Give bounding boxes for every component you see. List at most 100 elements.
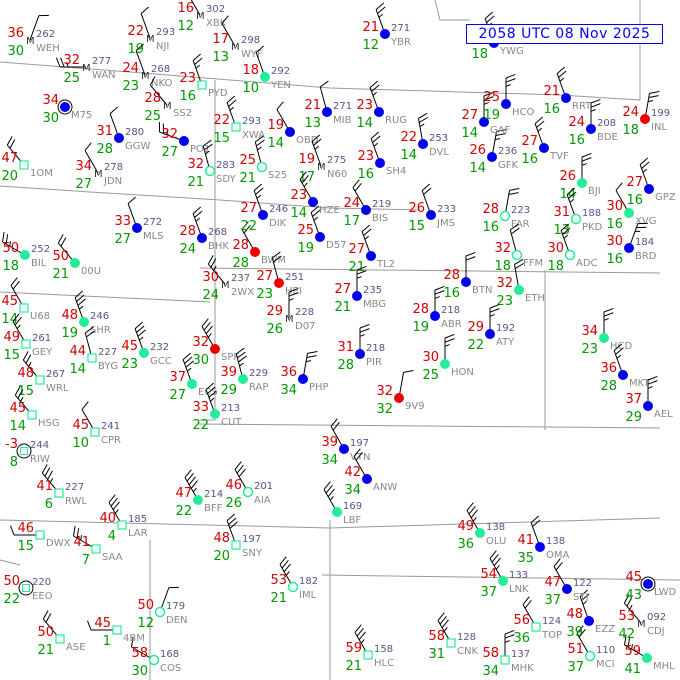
dewpoint-value: 23	[496, 294, 513, 309]
wind-barb-flag	[505, 73, 516, 79]
missing-sky-icon: M	[285, 314, 294, 325]
wind-barb-flag	[207, 255, 214, 265]
temperature-value: 59	[624, 644, 641, 659]
wind-barb-flag	[236, 465, 244, 474]
station-2wx: M30 24 237 2WX	[202, 255, 254, 303]
wind-barb-flag	[356, 628, 364, 637]
wind-barb-flag	[14, 386, 21, 396]
dewpoint-value: 16	[543, 102, 560, 117]
dewpoint-value: 18	[2, 259, 19, 274]
station-id-label: CUT	[221, 417, 242, 428]
wind-barb-flag	[470, 509, 478, 519]
wind-barb-flag	[130, 637, 134, 648]
cyan-sky-dot-icon	[624, 208, 634, 218]
station-id-label: CNK	[457, 646, 478, 657]
temperature-value: 32	[63, 53, 80, 68]
dewpoint-value: 28	[96, 142, 113, 157]
open-sky-circle-icon	[204, 165, 216, 177]
wind-barb-flag	[444, 338, 455, 343]
blue-sky-dot-icon	[461, 277, 471, 287]
open-sky-circle-icon	[499, 210, 511, 222]
station-d07: M29 26 228 D07	[266, 287, 315, 337]
station-id-label: PHP	[309, 382, 329, 393]
wind-barb-flag	[631, 644, 633, 650]
wind-barb-flag	[192, 53, 202, 61]
square-sky-icon	[446, 638, 456, 648]
pressure-value: 182	[299, 576, 318, 587]
station-cut: 33 22 213 CUT	[192, 382, 242, 433]
station-id-label: LBF	[343, 515, 361, 526]
wind-barb-flag	[530, 515, 540, 523]
dewpoint-value: 8	[10, 455, 18, 470]
state-border	[0, 291, 211, 303]
station-id-label: LWD	[654, 587, 677, 598]
station-id-label: BYG	[98, 361, 118, 372]
blue-sky-dot-icon	[380, 29, 390, 39]
blue-sky-dot-icon	[179, 136, 189, 146]
station-id-label: BWM	[261, 255, 286, 266]
temperature-value: 23	[179, 71, 196, 86]
wind-barb-flag	[511, 227, 520, 235]
pressure-value: 208	[597, 118, 616, 129]
dewpoint-value: 22	[192, 418, 209, 433]
state-border	[0, 185, 421, 211]
wind-barb-flag	[49, 478, 54, 483]
wind-barb-flag	[418, 116, 429, 123]
station-inl: 24 18 199 INL	[622, 91, 670, 138]
temperature-value: 58	[482, 646, 499, 661]
dewpoint-value: 23	[121, 357, 138, 372]
wind-barb-staff	[149, 84, 168, 106]
station-cos: 58 30 168 COS	[130, 637, 181, 679]
station-id-label: SDY	[216, 174, 237, 185]
wind-barb-flag	[378, 13, 384, 18]
wind-barb-flag	[210, 258, 217, 268]
temperature-value: 33	[192, 400, 209, 415]
temperature-value: 26	[469, 143, 486, 158]
wind-barb-flag	[6, 136, 13, 146]
temperature-value: 53	[270, 573, 287, 588]
dewpoint-value: 14	[356, 116, 373, 131]
pressure-value: 128	[457, 632, 476, 643]
wind-barb-flag	[359, 323, 370, 329]
square-sky-icon	[363, 650, 373, 660]
station-id-label: WYF	[241, 49, 263, 60]
pressure-value: 138	[486, 522, 505, 533]
wind-barb-flag	[202, 139, 212, 147]
temperature-value: 31	[337, 340, 354, 355]
wind-barb-flag	[5, 234, 9, 245]
wind-barb-staff	[190, 0, 201, 16]
blue-sky-dot-icon	[114, 133, 124, 143]
station-dik: 27 22 246 DIK	[240, 183, 288, 234]
pressure-value: 246	[90, 311, 109, 322]
cyan-sky-dot-icon	[139, 348, 149, 358]
wind-barb-flag	[14, 317, 22, 326]
temperature-value: 46	[225, 478, 242, 493]
dewpoint-value: 16	[443, 286, 460, 301]
wind-barb-flag	[329, 496, 334, 501]
wind-barb-flag	[313, 138, 322, 146]
wind-barb-flag	[647, 100, 654, 103]
wind-barb-flag	[522, 596, 530, 605]
wind-barb-flag	[354, 624, 362, 633]
temperature-value: 30	[606, 199, 623, 214]
wind-barb-flag	[16, 324, 21, 330]
station-abr: 28 19 218 ABR	[412, 285, 462, 335]
wind-barb-flag	[615, 182, 623, 191]
state-border	[0, 559, 21, 566]
station-mhl: 59 41 MHL	[623, 635, 675, 677]
pressure-value: 169	[343, 501, 362, 512]
wind-barb-flag	[234, 461, 242, 470]
wind-barb-flag	[648, 95, 659, 98]
station-hze: 23 14 HZE	[290, 171, 340, 221]
wind-barb-flag	[12, 313, 20, 322]
temperature-value: 45	[94, 616, 111, 631]
wind-barb-flag	[641, 161, 650, 169]
wind-barb-flag	[495, 565, 500, 570]
station-eeo: 50 22 220 EEO	[3, 574, 52, 607]
cyan-sky-dot-icon	[193, 495, 203, 505]
station-hco: 25 19 HCO	[483, 73, 535, 123]
dewpoint-value: 22	[3, 592, 20, 607]
station-id-label: LAR	[128, 528, 148, 539]
station-id-label: XBK	[206, 18, 227, 29]
